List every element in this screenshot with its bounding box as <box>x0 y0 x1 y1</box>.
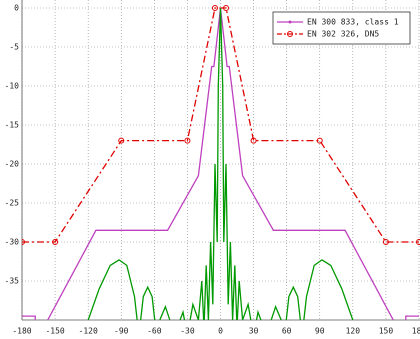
point <box>22 239 25 245</box>
x-tick-label: -180 <box>12 327 31 336</box>
legend-label: EN 302 326, DN5 <box>307 30 379 39</box>
point <box>223 5 230 11</box>
point <box>211 5 218 11</box>
legend-label: EN 300 833, class 1 <box>307 18 399 27</box>
x-tick-label: 150 <box>379 327 394 336</box>
x-tick-label: 120 <box>346 327 361 336</box>
y-tick-label: -25 <box>5 199 20 208</box>
point <box>52 239 59 245</box>
x-tick-label: -60 <box>147 327 162 336</box>
x-tick-label: 60 <box>282 327 292 336</box>
point <box>184 137 191 144</box>
x-tick-label: 90 <box>315 327 325 336</box>
y-tick-label: -20 <box>5 160 20 169</box>
x-tick-label: 0 <box>218 327 223 336</box>
point <box>382 239 389 245</box>
legend-box <box>272 11 411 45</box>
x-tick-label: -150 <box>45 327 64 336</box>
y-tick-label: -5 <box>9 43 19 52</box>
x-tick-label: -120 <box>79 327 98 336</box>
series-line <box>87 7 354 320</box>
legend-marker <box>287 31 293 37</box>
legend: EN 300 833, class 1 EN 302 326, DN5 <box>272 11 411 45</box>
x-tick-label: 180 <box>412 327 420 336</box>
y-tick-label: -15 <box>5 121 20 130</box>
x-tick-label: -90 <box>114 327 129 336</box>
x-tick-label: 30 <box>249 327 259 336</box>
y-tick-label: -35 <box>5 277 20 286</box>
legend-marker <box>288 20 292 24</box>
x-tick-label: -30 <box>180 327 195 336</box>
point <box>316 137 323 144</box>
y-tick-label: -30 <box>5 238 20 247</box>
point <box>416 239 420 245</box>
point <box>250 137 257 144</box>
labels: -180 -150 -120 -90 -60 -30 0 30 60 90 120 150 180 0 -5… <box>5 4 420 336</box>
y-tick-label: -10 <box>5 82 20 91</box>
point <box>118 137 125 144</box>
y-tick-label: 0 <box>14 4 19 13</box>
plot-area <box>22 5 420 320</box>
